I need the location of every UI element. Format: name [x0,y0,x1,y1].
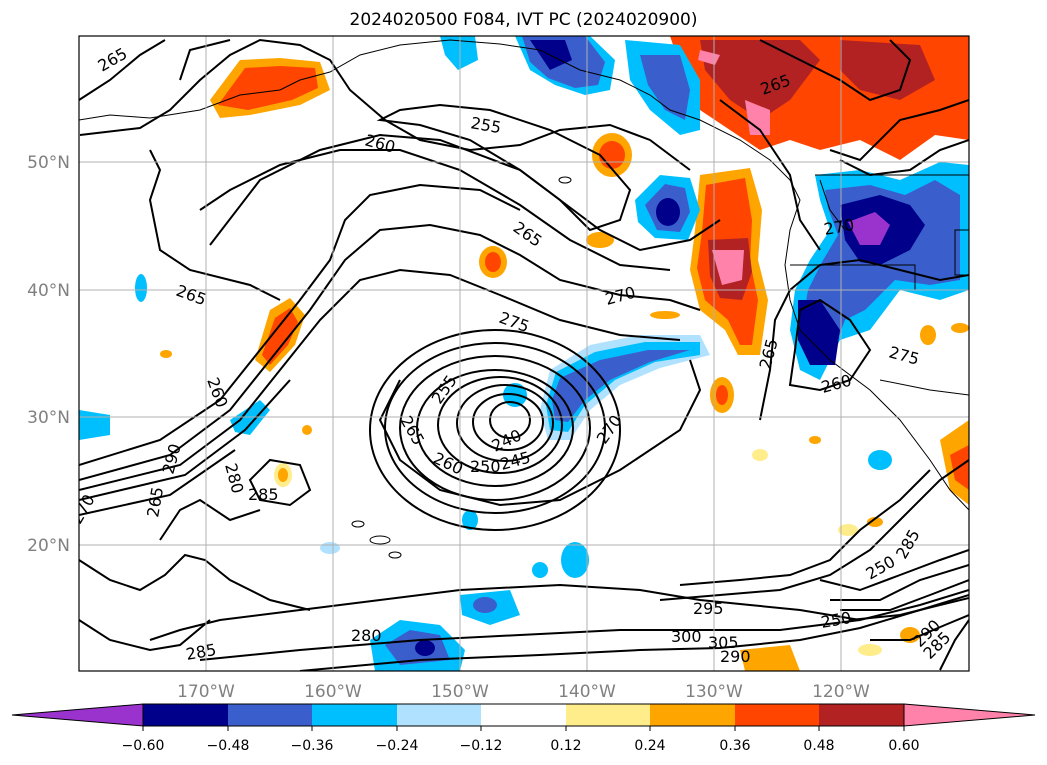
contour-label: 285 [248,485,279,504]
lon-label: 130°W [685,682,743,702]
lat-label: 30°N [27,408,70,428]
contour-label: 290 [720,647,751,666]
colorbar-tick-label: −0.36 [291,738,334,754]
colorbar-segment [481,704,566,726]
contour-label: 280 [351,626,382,645]
colorbar-tick-label: 0.24 [634,738,665,754]
colorbar: −0.60 −0.48 −0.36 −0.24 −0.12 0.12 0.24 … [11,703,1036,754]
lon-label: 160°W [304,682,362,702]
colorbar-tick-label: 0.36 [719,738,750,754]
colorbar-segment [143,704,228,726]
lat-label: 40°N [27,281,70,301]
ivt-contour-lines [79,38,969,671]
colorbar-tick-label: 0.60 [888,738,919,754]
lon-label: 150°W [431,682,489,702]
colorbar-tick-label: −0.24 [376,738,419,754]
colorbar-tick-label: −0.48 [207,738,250,754]
lat-label: 50°N [27,153,70,173]
contour-label: 305 [708,633,739,652]
chart-title: 2024020500 F084, IVT PC (2024020900) [349,10,698,30]
contour-label: 295 [693,599,724,618]
colorbar-segment [566,704,650,726]
map-area: 265 260 255 265 270 275 265 260 255 260 … [79,36,969,671]
shaded-anomaly-layer [79,36,969,671]
colorbar-tick-label: −0.60 [122,738,165,754]
map-frame [78,35,970,672]
colorbar-extend-high [903,703,1036,727]
graticule [79,36,969,671]
colorbar-segment [312,704,397,726]
longitude-labels: 170°W 160°W 150°W 140°W 130°W 120°W [177,682,870,702]
colorbar-tick-label: 0.12 [550,738,581,754]
lon-label: 140°W [558,682,616,702]
contour-label: 250 [470,457,501,476]
contour-label: 300 [671,627,702,646]
colorbar-segment [650,704,735,726]
colorbar-segment [397,704,481,726]
lat-label: 20°N [27,536,70,556]
colorbar-tick-label: 0.48 [803,738,834,754]
colorbar-extend-low [11,703,144,727]
colorbar-segment [819,704,904,726]
colorbar-segment [735,704,819,726]
latitude-labels: 50°N 40°N 30°N 20°N [27,153,70,556]
lon-label: 120°W [812,682,870,702]
colorbar-tick-label: −0.12 [460,738,503,754]
colorbar-segment [228,704,312,726]
lon-label: 170°W [177,682,235,702]
